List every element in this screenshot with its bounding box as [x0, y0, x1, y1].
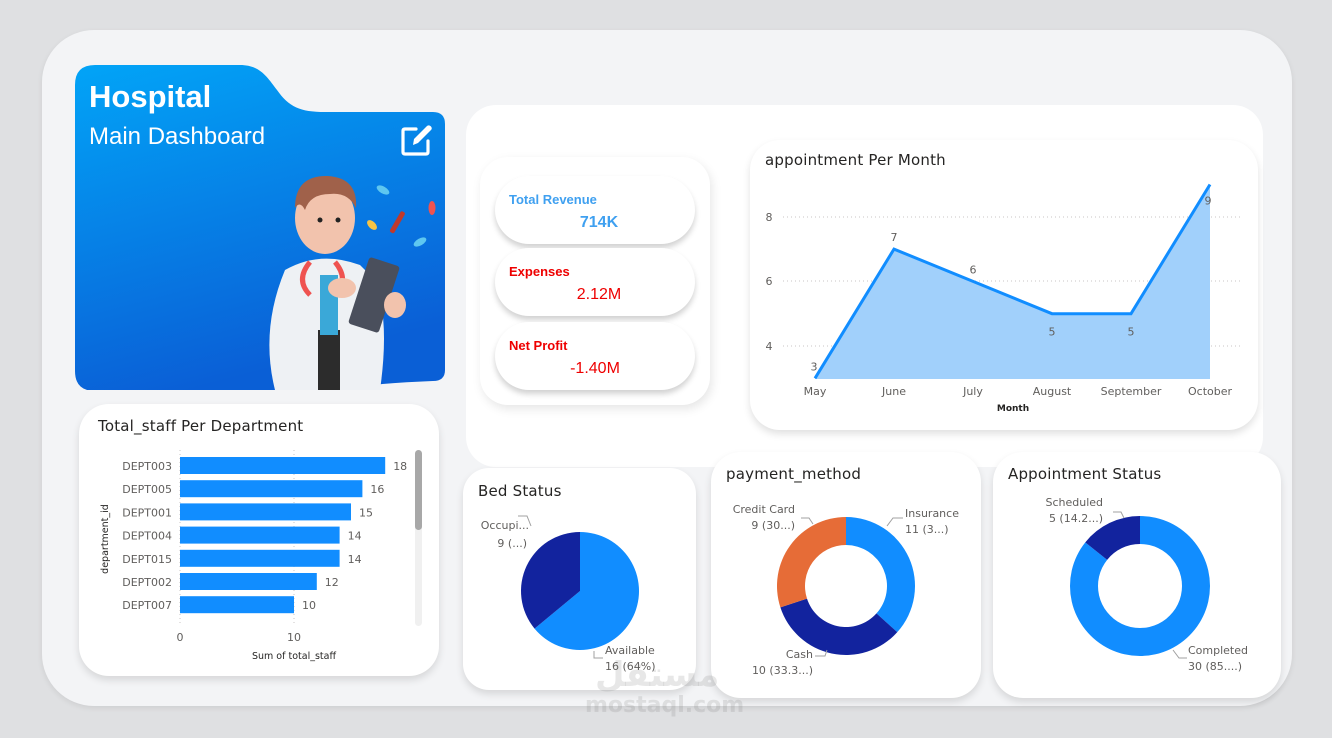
edit-icon[interactable] — [400, 123, 434, 157]
watermark-arabic: مستقل — [595, 655, 720, 695]
pie-slice[interactable] — [846, 517, 915, 633]
donut-label: Cash — [786, 648, 813, 661]
y-tick-label: DEPT003 — [122, 460, 172, 473]
status-chart-title: Appointment Status — [1008, 465, 1162, 483]
pie-slice[interactable] — [780, 598, 898, 655]
area-fill — [815, 184, 1210, 379]
donut-label: Credit Card — [733, 503, 795, 516]
watermark-latin: mostaql.com — [585, 693, 745, 718]
point-label: 5 — [1128, 326, 1135, 339]
scrollbar-thumb[interactable] — [415, 450, 422, 530]
y-tick: 8 — [766, 211, 773, 224]
kpi-expenses: Expenses 2.12M — [495, 248, 695, 316]
bar[interactable] — [180, 480, 363, 498]
y-tick-label: DEPT004 — [122, 530, 172, 543]
y-tick-label: DEPT007 — [122, 599, 172, 612]
payment-method-donut: Credit Card 9 (30...) Insurance 11 (3...… — [733, 503, 960, 677]
doctor-illustration — [269, 175, 436, 390]
pie-label: Occupi... — [481, 519, 529, 532]
x-tick-label: August — [1033, 385, 1072, 398]
hero-subtitle: Main Dashboard — [89, 123, 266, 150]
appointment-status-card: Appointment Status — [993, 452, 1281, 698]
y-tick-label: DEPT002 — [122, 576, 172, 589]
donut-value: 9 (30...) — [751, 519, 795, 532]
donut-value: 10 (33.3...) — [752, 664, 813, 677]
pie-value: 9 (...) — [497, 537, 527, 550]
line-series[interactable] — [813, 183, 1212, 380]
pie-slice[interactable] — [1085, 516, 1140, 560]
bar[interactable] — [180, 457, 386, 474]
donut-value: 5 (14.2...) — [1049, 512, 1103, 525]
appointment-status-donut: Scheduled 5 (14.2...) Completed 30 (85..… — [1045, 496, 1248, 673]
payment-chart-title: payment_method — [726, 465, 862, 483]
pie-slice[interactable] — [534, 532, 639, 650]
x-tick-10: 10 — [287, 631, 301, 644]
donut-label: Insurance — [905, 507, 959, 520]
x-axis-title: Sum of total_staff — [252, 651, 336, 662]
appointment-area-chart: 8 6 4 3 May 7 June 6 July 5 August 5 September 9 Oc… — [766, 183, 1242, 414]
kpi-value: -1.40M — [570, 360, 620, 377]
point-label: 9 — [1205, 195, 1212, 208]
bar-value: 10 — [302, 599, 316, 612]
kpi-value: 714K — [579, 214, 619, 231]
bar[interactable] — [180, 526, 340, 544]
x-axis-title: Month — [997, 404, 1029, 414]
y-tick: 6 — [766, 275, 773, 288]
staff-per-department-card: Total_staff Per Department — [79, 404, 439, 676]
pie-value: 16 (64%) — [605, 660, 656, 673]
y-tick-label: DEPT005 — [122, 483, 172, 496]
line-chart-title: appointment Per Month — [765, 151, 946, 169]
bed-chart-title: Bed Status — [478, 482, 562, 500]
pie-slice[interactable] — [521, 532, 580, 629]
x-tick-label: October — [1188, 385, 1232, 398]
bar-value: 18 — [393, 460, 407, 473]
bar[interactable] — [180, 596, 294, 614]
donut-label: Completed — [1188, 644, 1248, 657]
payment-method-card: payment_method — [711, 452, 981, 698]
x-tick-0: 0 — [177, 631, 184, 644]
bar-value: 14 — [348, 530, 362, 543]
donut-label: Scheduled — [1045, 496, 1103, 509]
kpi-net-profit: Net Profit -1.40M — [495, 322, 695, 390]
bar-value: 12 — [325, 576, 339, 589]
y-tick: 4 — [766, 340, 773, 353]
x-tick-label: September — [1101, 385, 1162, 398]
kpi-total-revenue: Total Revenue 714K — [495, 176, 695, 244]
bar-value: 15 — [359, 506, 373, 519]
staff-chart-scrollbar[interactable] — [415, 450, 422, 626]
x-tick-label: July — [962, 385, 983, 398]
point-label: 7 — [891, 231, 898, 244]
kpi-value: 2.12M — [576, 286, 622, 303]
bar-value: 16 — [370, 483, 384, 496]
hero-banner: Hospital Main Dashboard — [75, 65, 445, 390]
donut-value: 11 (3...) — [905, 523, 949, 536]
kpi-label: Total Revenue — [509, 192, 597, 207]
hero-title: Hospital — [89, 79, 212, 114]
x-tick-label: June — [881, 385, 906, 398]
bar[interactable] — [180, 573, 317, 590]
pie-slice[interactable] — [777, 517, 846, 608]
bar[interactable] — [180, 549, 340, 567]
y-axis-title: department_id — [100, 504, 111, 574]
pie-slice[interactable] — [1070, 516, 1210, 656]
y-tick-label: DEPT001 — [122, 506, 172, 519]
y-tick-label: DEPT015 — [122, 553, 172, 566]
kpi-label: Expenses — [509, 264, 570, 279]
point-label: 5 — [1049, 326, 1056, 339]
kpi-label: Net Profit — [509, 338, 568, 353]
donut-value: 30 (85....) — [1188, 660, 1242, 673]
point-label: 6 — [970, 263, 977, 276]
staff-bar-chart: DEPT003 18 DEPT005 16 DEPT001 15 DEPT004 14 DEPT… — [100, 450, 407, 662]
bed-status-pie: Occupi... 9 (...) Available 16 (64%) — [481, 515, 656, 673]
staff-chart-title: Total_staff Per Department — [98, 417, 304, 435]
pie-label: Available — [605, 644, 655, 657]
bar[interactable] — [180, 503, 351, 521]
point-label: 3 — [811, 360, 818, 373]
bar-value: 14 — [348, 553, 362, 566]
x-tick-label: May — [804, 385, 827, 398]
